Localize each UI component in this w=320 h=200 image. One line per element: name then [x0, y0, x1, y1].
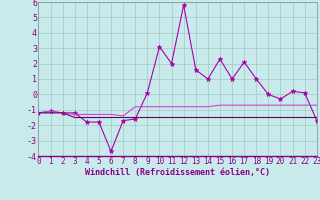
- X-axis label: Windchill (Refroidissement éolien,°C): Windchill (Refroidissement éolien,°C): [85, 168, 270, 177]
